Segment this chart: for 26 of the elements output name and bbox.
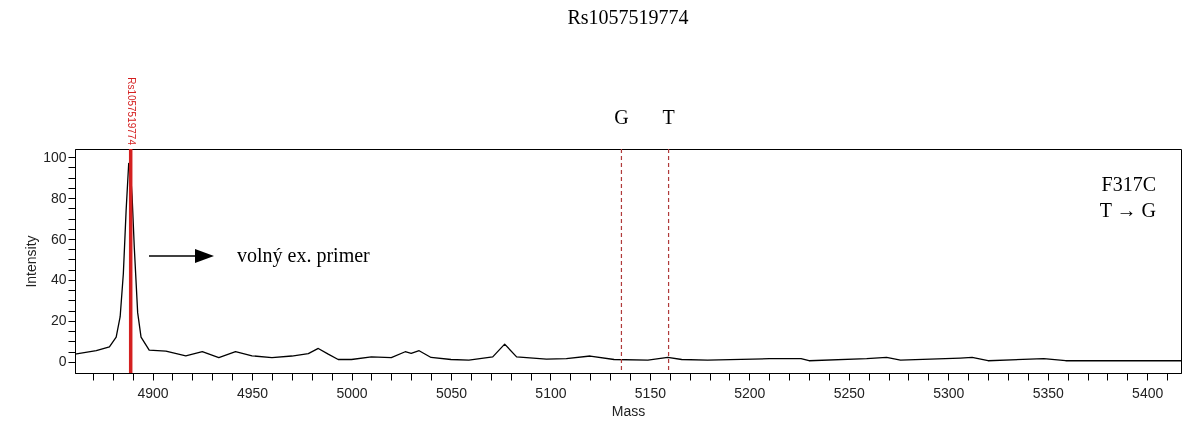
- x-tick-label: 5250: [833, 384, 866, 401]
- x-tick-label: 5350: [1032, 384, 1064, 401]
- y-tick-label: 20: [50, 312, 67, 329]
- y-tick-label: 100: [43, 148, 67, 165]
- x-axis-title: Mass: [611, 402, 646, 419]
- ref-line-label: G: [614, 106, 629, 128]
- x-tick-label: 4900: [137, 384, 169, 401]
- x-tick-label: 4950: [236, 384, 269, 401]
- chart-title: Rs1057519774: [567, 6, 689, 28]
- annotation: volný ex. primer: [237, 244, 371, 267]
- y-tick-label: 0: [58, 353, 67, 370]
- annotation: F317C: [1101, 173, 1156, 195]
- x-tick-label: 5300: [933, 384, 965, 401]
- x-tick-label: 5200: [734, 384, 766, 401]
- y-tick-label: 80: [50, 189, 67, 206]
- x-tick-label: 5050: [435, 384, 468, 401]
- ref-line-label: T: [662, 106, 675, 128]
- x-tick-label: 5400: [1132, 384, 1164, 401]
- y-tick-label: 60: [50, 230, 67, 247]
- y-tick-label: 40: [50, 271, 67, 288]
- y-axis-title: Intensity: [23, 235, 40, 288]
- annotation: T → G: [1099, 199, 1156, 221]
- ref-line-label: Rs1057519774: [125, 77, 137, 146]
- x-tick-label: 5150: [634, 384, 667, 401]
- x-tick-label: 5000: [336, 384, 368, 401]
- x-tick-label: 5100: [535, 384, 567, 401]
